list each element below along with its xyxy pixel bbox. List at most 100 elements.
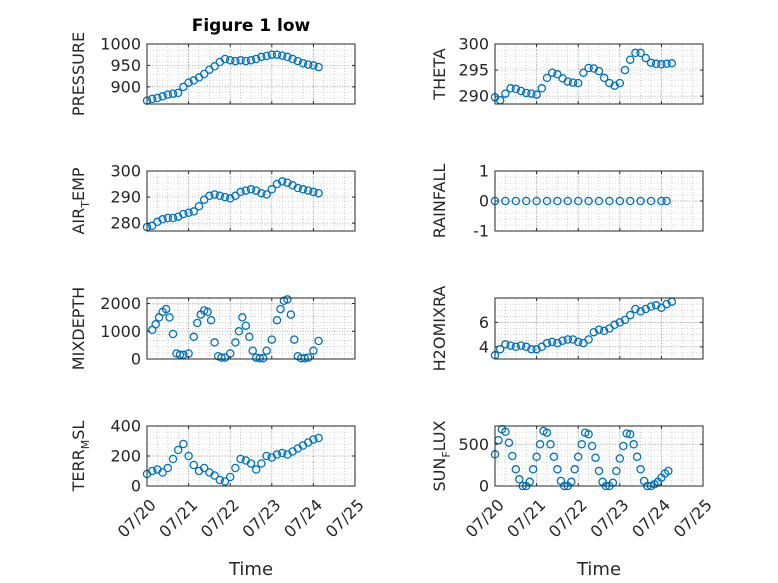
xtick-label: 07/22	[197, 495, 243, 541]
data-point	[262, 51, 271, 61]
data-point	[303, 60, 313, 69]
axes-box	[494, 425, 704, 487]
data-point	[255, 353, 264, 363]
data-point	[236, 187, 245, 197]
data-point	[147, 94, 157, 104]
data-point	[161, 304, 171, 314]
data-point	[646, 196, 656, 206]
data-point	[158, 92, 167, 101]
data-point	[309, 346, 318, 355]
data-point	[584, 196, 593, 206]
data-point	[532, 196, 541, 206]
xtick-label: 07/25	[670, 495, 716, 541]
xtick-label: 07/24	[628, 495, 674, 541]
data-point	[662, 299, 671, 309]
data-point	[620, 65, 630, 75]
data-point	[667, 59, 677, 68]
ytick-label: 0	[479, 192, 489, 211]
ytick-label: 0	[131, 350, 141, 369]
data-point	[625, 310, 635, 320]
data-point	[246, 459, 256, 468]
data-point	[158, 215, 167, 224]
data-point	[625, 430, 635, 439]
data-point	[262, 451, 271, 461]
data-point	[277, 448, 287, 458]
data-point	[501, 427, 510, 437]
data-point	[657, 60, 666, 69]
data-point	[577, 440, 586, 449]
ylabel-rest: EMP	[69, 167, 88, 201]
data-point	[236, 454, 245, 464]
data-point	[508, 451, 517, 461]
ytick-label: -1	[473, 222, 489, 241]
data-point	[184, 78, 193, 87]
data-point	[525, 477, 534, 487]
subplot-terr-msl: 0 200 400 TERRMSL 07/2007/2107/2207/2307/240…	[69, 417, 368, 581]
data-point	[246, 56, 256, 65]
data-point	[251, 54, 261, 64]
data-point	[553, 465, 562, 474]
ytick-label: 4	[479, 337, 489, 356]
data-point	[199, 463, 209, 473]
data-point	[501, 196, 510, 206]
data-point	[516, 86, 526, 96]
data-point	[276, 304, 285, 314]
data-point	[163, 463, 173, 473]
data-point	[511, 196, 521, 206]
data-point	[203, 307, 212, 317]
data-point	[646, 58, 656, 68]
data-point	[210, 338, 219, 347]
data-point	[189, 332, 199, 342]
subplot-pressure: 900 950 1000 PRESSURE	[69, 32, 356, 116]
ylabel: MIXDEPTH	[69, 287, 88, 370]
data-point	[494, 435, 503, 445]
data-point	[664, 466, 673, 476]
data-point	[636, 465, 645, 474]
data-point	[210, 190, 219, 199]
data-point	[546, 440, 555, 449]
data-point	[657, 196, 666, 206]
data-point	[184, 208, 193, 217]
ytick-label: 295	[458, 61, 489, 80]
data-point	[205, 191, 214, 201]
data-point	[587, 441, 597, 451]
data-point	[225, 194, 235, 203]
data-point	[175, 350, 185, 360]
data-point	[547, 337, 557, 347]
ytick-label: 500	[458, 435, 489, 454]
data-point	[262, 346, 271, 355]
data-point	[625, 196, 635, 206]
data-point	[599, 326, 609, 336]
data-point	[277, 51, 287, 60]
data-point	[293, 183, 303, 193]
data-point	[632, 452, 642, 462]
ytick-label: 290	[110, 188, 141, 207]
data-point	[511, 465, 521, 474]
data-point	[662, 196, 671, 206]
ytick-label: 280	[110, 214, 141, 233]
data-point	[163, 213, 173, 223]
data-point	[220, 54, 230, 64]
data-point	[532, 344, 541, 354]
data-point	[286, 310, 296, 319]
data-point	[153, 93, 162, 103]
data-point	[251, 465, 261, 474]
axes-box	[494, 297, 704, 360]
data-point	[568, 78, 578, 87]
data-point	[594, 196, 604, 206]
data-point	[573, 78, 583, 88]
data-point	[651, 59, 661, 69]
ytick-label: 0	[131, 477, 141, 496]
data-point	[220, 192, 230, 202]
ytick-label: 2000	[100, 294, 141, 313]
data-point	[168, 329, 178, 339]
data-point	[215, 475, 225, 485]
data-point	[303, 353, 313, 362]
data-point	[511, 342, 521, 352]
ylabel: TERRMSL	[69, 421, 92, 493]
data-markers	[142, 177, 323, 232]
data-point	[225, 56, 235, 65]
ylabel-subscript: T	[79, 201, 92, 209]
ytick-label: 6	[479, 313, 489, 332]
